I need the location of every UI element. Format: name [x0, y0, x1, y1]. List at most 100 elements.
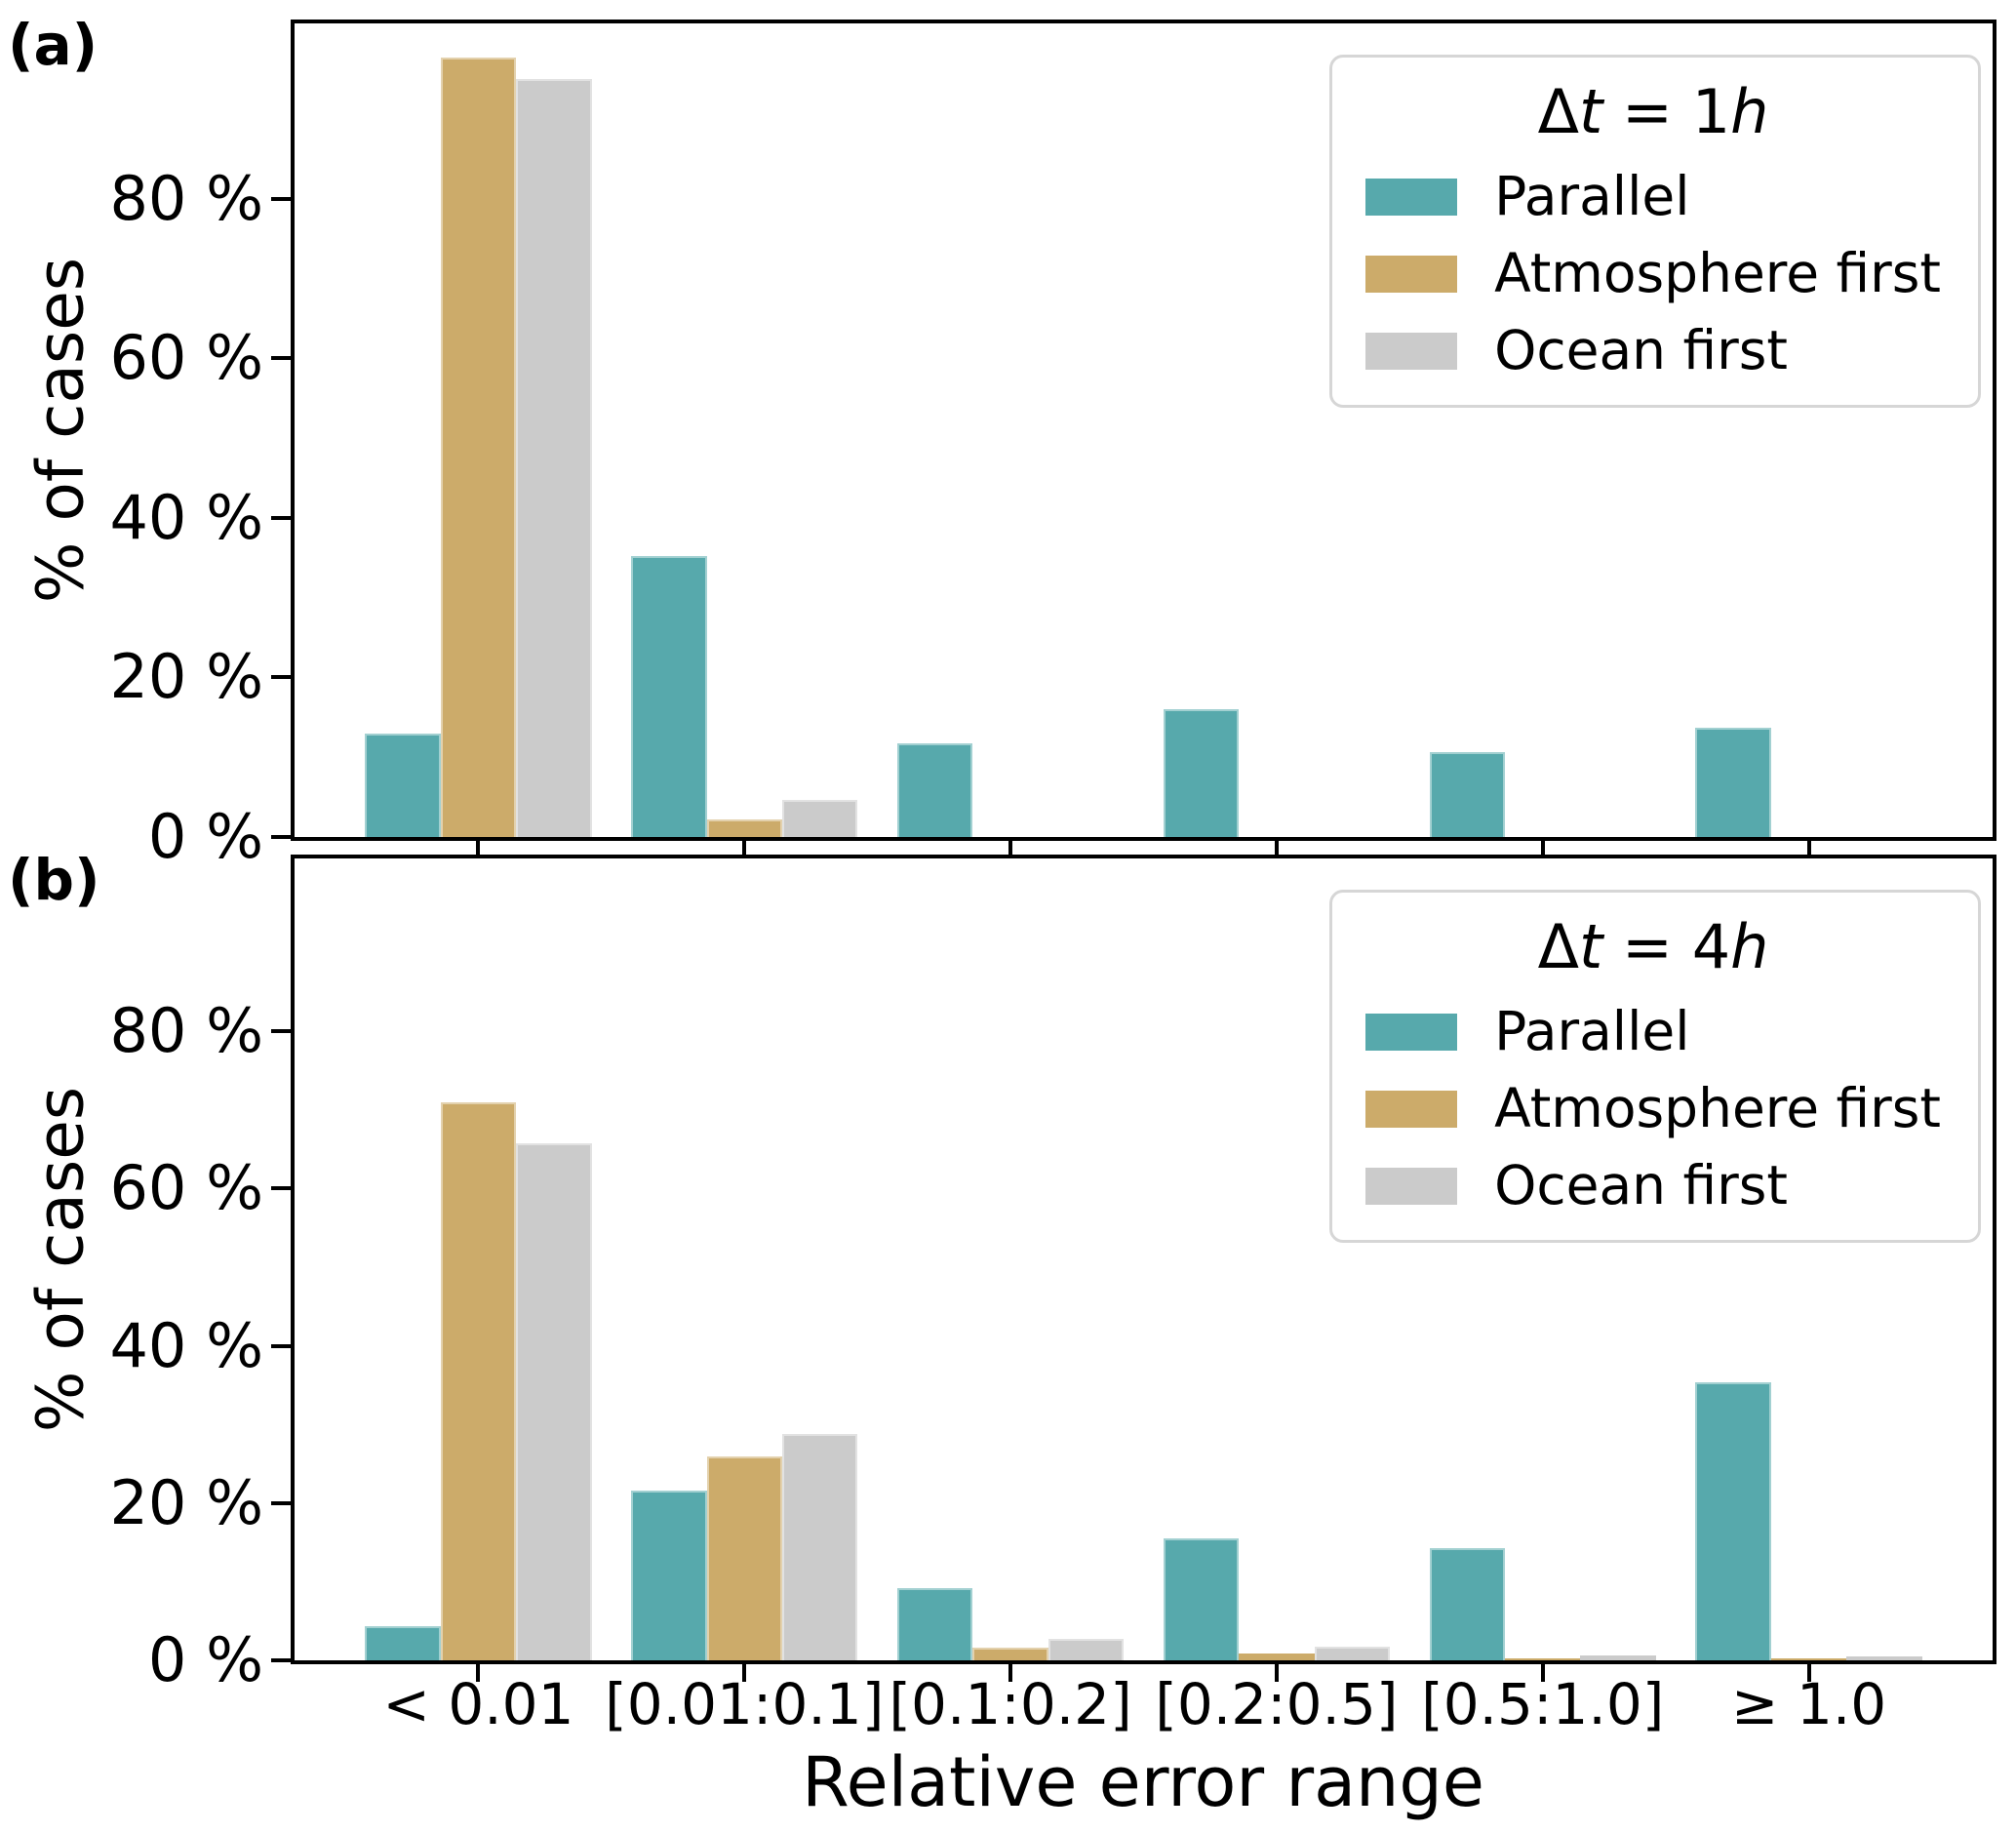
- x-tick-label--0-01: < 0.01: [382, 1671, 574, 1737]
- bar-group--0-2-0-5-: [1143, 23, 1409, 858]
- y-tick-0-panel-b: [271, 1658, 291, 1662]
- x-tick--0-1-0-2--panel-a: [1008, 841, 1013, 858]
- bars-area-panel-a: [295, 23, 1993, 858]
- bar-atmosphere-first--0-1-0-2-: [972, 1648, 1048, 1660]
- legend-swatch-parallel: [1365, 178, 1458, 216]
- bar-parallel--0-1-0-2-: [896, 1587, 973, 1660]
- legend-swatch-parallel: [1365, 1013, 1458, 1051]
- bar-atmosphere-first--0-01: [440, 58, 517, 837]
- y-tick-label-0-panel-b: 0 %: [147, 1624, 263, 1695]
- bar-group--0-01: < 0.01: [345, 858, 612, 1735]
- x-tick--1-0-panel-a: [1806, 841, 1811, 858]
- y-tick-20-panel-b: [271, 1500, 291, 1505]
- bar-parallel--1-0: [1695, 727, 1771, 837]
- x-tick--0-01-panel-a: [476, 841, 481, 858]
- y-axis-title-panel-a: % of cases: [22, 257, 99, 604]
- x-tick-label--0-01-0-1-: [0.01:0.1]: [605, 1671, 885, 1737]
- x-tick--0-01-0-1--panel-a: [742, 841, 747, 858]
- legend-swatch-ocean-first: [1365, 1167, 1458, 1205]
- bar-group--1-0: ≥ 1.0: [1676, 858, 1942, 1735]
- x-tick-label--0-1-0-2-: [0.1:0.2]: [889, 1671, 1132, 1737]
- legend-item-ocean-first: Ocean first: [1365, 1159, 1941, 1213]
- y-tick-80-panel-a: [271, 196, 291, 201]
- x-tick--0-5-1-0--panel-b: [1540, 1664, 1545, 1682]
- bar-group--0-5-1-0-: [1409, 23, 1676, 858]
- legend-label-atmosphere-first: Atmosphere first: [1494, 1077, 1941, 1140]
- bar-group--0-01-0-1-: [612, 23, 878, 858]
- axes-panel-a: Δt = 1h Parallel Atmosphere first Ocean fi…: [109, 20, 1996, 867]
- bar-parallel--0-5-1-0-: [1429, 752, 1505, 837]
- bar-parallel--0-01: [365, 1625, 441, 1660]
- bar-ocean-first--0-1-0-2-: [1048, 1639, 1125, 1660]
- x-axis-title: Relative error range: [802, 1742, 1484, 1822]
- x-tick--0-5-1-0--panel-a: [1540, 841, 1545, 858]
- x-tick--0-01-0-1--panel-b: [742, 1664, 747, 1682]
- y-tick-40-panel-a: [271, 515, 291, 520]
- x-tick-label--0-5-1-0-: [0.5:1.0]: [1421, 1671, 1665, 1737]
- x-tick--0-2-0-5--panel-b: [1274, 1664, 1279, 1682]
- legend-item-atmosphere-first: Atmosphere first: [1365, 247, 1941, 300]
- legend-label-ocean-first: Ocean first: [1494, 319, 1788, 382]
- bar-group--0-5-1-0-: [0.5:1.0]: [1409, 858, 1676, 1735]
- legend-label-atmosphere-first: Atmosphere first: [1494, 242, 1941, 305]
- legend-items-panel-b: Parallel Atmosphere first Ocean first: [1365, 1005, 1941, 1213]
- legend-swatch-atmosphere-first: [1365, 1090, 1458, 1128]
- bar-ocean-first--0-01-0-1-: [781, 799, 858, 837]
- bar-ocean-first--0-01: [516, 1142, 592, 1660]
- bar-group--0-2-0-5-: [0.2:0.5]: [1143, 858, 1409, 1735]
- y-tick-80-panel-b: [271, 1029, 291, 1034]
- legend-panel-b: Δt = 4h Parallel Atmosphere first Ocean fi…: [1329, 890, 1981, 1244]
- legend-item-parallel: Parallel: [1365, 170, 1941, 223]
- axes-panel-b: < 0.01 [0.01:0.1] [0.1:0.2] [0.2:0.5] [0.5:1…: [109, 855, 1996, 1735]
- bar-atmosphere-first--0-01-0-1-: [706, 1456, 782, 1660]
- bar-group--1-0: [1676, 23, 1942, 858]
- x-tick-label--1-0: ≥ 1.0: [1730, 1671, 1887, 1737]
- bars-area-panel-b: < 0.01 [0.01:0.1] [0.1:0.2] [0.2:0.5] [0.5:1…: [295, 858, 1993, 1735]
- y-tick-label-40-panel-a: 40 %: [109, 481, 263, 553]
- legend-items-panel-a: Parallel Atmosphere first Ocean first: [1365, 170, 1941, 378]
- bar-parallel--0-01-0-1-: [631, 1490, 707, 1660]
- y-tick-label-60-panel-b: 60 %: [109, 1152, 263, 1224]
- bar-atmosphere-first--0-5-1-0-: [1504, 1657, 1581, 1660]
- y-tick-40-panel-b: [271, 1343, 291, 1348]
- legend-panel-a: Δt = 1h Parallel Atmosphere first Ocean fi…: [1329, 55, 1981, 409]
- bar-atmosphere-first--1-0: [1770, 1658, 1847, 1660]
- y-tick-0-panel-a: [271, 835, 291, 839]
- legend-label-ocean-first: Ocean first: [1494, 1154, 1788, 1217]
- bar-parallel--0-1-0-2-: [896, 743, 973, 837]
- bar-ocean-first--0-01-0-1-: [781, 1433, 858, 1660]
- x-tick--0-2-0-5--panel-a: [1274, 841, 1279, 858]
- bar-ocean-first--1-0: [1846, 1655, 1922, 1660]
- y-axis-title-panel-b: % of cases: [22, 1086, 99, 1433]
- bar-parallel--0-2-0-5-: [1163, 709, 1240, 837]
- bar-parallel--0-01-0-1-: [631, 556, 707, 837]
- bar-ocean-first--0-2-0-5-: [1314, 1647, 1391, 1660]
- bar-ocean-first--0-5-1-0-: [1580, 1655, 1656, 1660]
- x-tick-label--0-2-0-5-: [0.2:0.5]: [1155, 1671, 1399, 1737]
- bar-group--0-01-0-1-: [0.01:0.1]: [605, 858, 884, 1735]
- bar-group--0-1-0-2-: [878, 23, 1144, 858]
- y-tick-20-panel-a: [271, 675, 291, 680]
- legend-swatch-atmosphere-first: [1365, 255, 1458, 293]
- x-tick--0-1-0-2--panel-b: [1008, 1664, 1013, 1682]
- y-tick-60-panel-b: [271, 1186, 291, 1191]
- bar-parallel--0-2-0-5-: [1163, 1538, 1240, 1660]
- legend-swatch-ocean-first: [1365, 332, 1458, 370]
- bar-atmosphere-first--0-2-0-5-: [1239, 1653, 1315, 1660]
- bar-parallel--0-5-1-0-: [1429, 1547, 1505, 1660]
- y-tick-60-panel-a: [271, 356, 291, 361]
- y-tick-label-20-panel-b: 20 %: [109, 1466, 263, 1538]
- legend-label-parallel: Parallel: [1494, 165, 1690, 228]
- y-tick-label-20-panel-a: 20 %: [109, 641, 263, 713]
- y-tick-label-80-panel-a: 80 %: [109, 162, 263, 234]
- bar-parallel--0-01: [365, 733, 441, 837]
- panel-a-label: (a): [8, 12, 99, 78]
- bar-ocean-first--0-01: [516, 79, 592, 837]
- legend-title-panel-b: Δt = 4h: [1537, 911, 1769, 982]
- legend-item-parallel: Parallel: [1365, 1005, 1941, 1058]
- y-tick-label-80-panel-b: 80 %: [109, 995, 263, 1067]
- x-tick--1-0-panel-b: [1806, 1664, 1811, 1682]
- legend-item-atmosphere-first: Atmosphere first: [1365, 1082, 1941, 1136]
- y-tick-label-60-panel-a: 60 %: [109, 322, 263, 394]
